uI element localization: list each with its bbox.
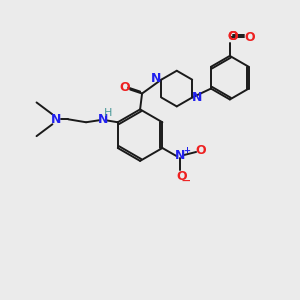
Text: N: N [98, 113, 108, 126]
Text: O: O [196, 145, 206, 158]
Text: +: + [183, 146, 190, 154]
Text: N: N [192, 91, 202, 104]
Text: O: O [244, 31, 255, 44]
Text: N: N [175, 149, 185, 162]
Text: N: N [51, 113, 62, 126]
Text: O: O [176, 170, 187, 183]
Text: O: O [119, 81, 130, 94]
Text: —: — [182, 177, 190, 186]
Text: O: O [227, 30, 238, 43]
Text: N: N [151, 72, 161, 85]
Text: H: H [104, 108, 112, 118]
Text: O: O [227, 30, 238, 43]
